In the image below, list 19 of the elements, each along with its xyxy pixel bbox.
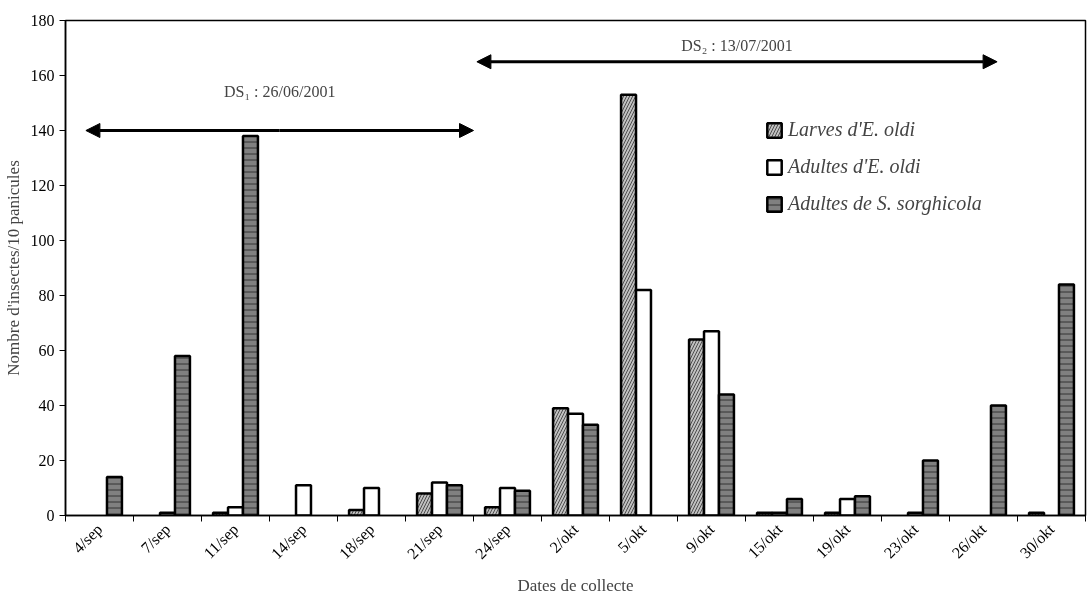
y-tick-label: 180 bbox=[30, 12, 55, 29]
y-tick-label: 40 bbox=[38, 397, 55, 414]
x-axis-title: Dates de collecte bbox=[517, 576, 634, 596]
y-tick-label: 0 bbox=[46, 507, 55, 524]
legend-label: Larves d'E. oldi bbox=[788, 118, 916, 141]
y-tick-label: 80 bbox=[38, 287, 55, 304]
y-tick-label: 120 bbox=[30, 177, 55, 194]
y-tick-label: 60 bbox=[38, 342, 55, 359]
y-tick-label: 100 bbox=[30, 232, 55, 249]
annotation: DS₂ : 13/07/2001 bbox=[681, 36, 793, 54]
legend-label: Adultes d'E. oldi bbox=[788, 155, 921, 178]
annotation: DS₁ : 26/06/2001 bbox=[224, 83, 336, 101]
x-tick-label: 7/sep bbox=[137, 520, 175, 558]
y-axis-title: Nombre d'insectes/10 panicules bbox=[3, 160, 23, 376]
legend-label: Adultes de S. sorghicola bbox=[788, 192, 982, 215]
x-tick-label: 4/sep bbox=[69, 520, 107, 558]
y-tick-label: 140 bbox=[30, 122, 55, 139]
y-tick-label: 160 bbox=[30, 67, 55, 84]
y-tick-label: 20 bbox=[38, 452, 55, 469]
